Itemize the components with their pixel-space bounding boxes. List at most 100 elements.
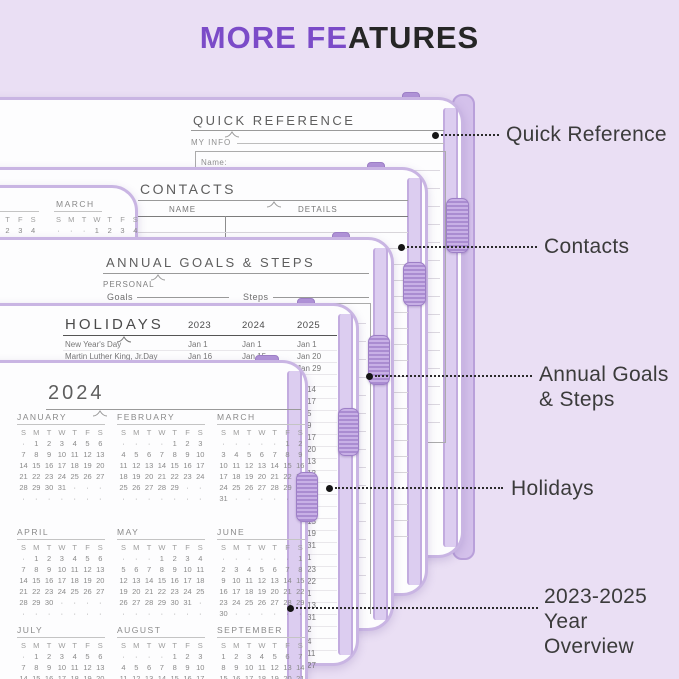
day-cell: 8 (298, 565, 303, 574)
day-cell: 4 (198, 554, 203, 563)
steps-rule (273, 297, 369, 298)
month-underline (117, 539, 205, 540)
day-header: W (258, 543, 266, 552)
day-header: S (55, 215, 61, 224)
day-cell: 13 (96, 450, 105, 459)
day-cell: 13 (257, 461, 267, 470)
day-cell: · (147, 609, 151, 618)
day-cell: 3 (59, 439, 64, 448)
year-title: 2024 (48, 382, 105, 404)
day-cell: 5 (247, 450, 252, 459)
day-cell: 27 (270, 598, 279, 607)
holidays-title: HOLIDAYS (65, 316, 164, 333)
day-cell: · (22, 439, 25, 448)
day-cell: 3 (234, 565, 239, 574)
contacts-title: CONTACTS (140, 181, 236, 197)
day-cell: 4 (234, 450, 239, 459)
day-cell: 23 (44, 472, 54, 481)
day-cell: 12 (119, 576, 128, 585)
day-cell: 19 (119, 587, 128, 596)
day-cell: 1 (34, 652, 39, 661)
day-cell: 8 (34, 450, 39, 459)
day-cell: 22 (283, 472, 292, 481)
callout-label-line: Holidays (511, 477, 594, 500)
day-cell: 22 (32, 587, 41, 596)
day-header: S (132, 215, 138, 224)
month-name: MAY (117, 527, 140, 537)
day-cell: 29 (283, 483, 292, 492)
day-header: S (20, 641, 26, 650)
day-header: W (158, 543, 166, 552)
day-cell: · (147, 652, 151, 661)
day-header: T (72, 641, 77, 650)
day-cell: 4 (121, 450, 126, 459)
day-cell: · (73, 609, 76, 618)
holiday-edge-date: 14 (307, 385, 316, 394)
day-cell: 28 (19, 483, 28, 492)
day-cell: 10 (219, 461, 228, 470)
day-cell: 29 (296, 598, 305, 607)
callout-line-contacts (407, 246, 537, 248)
day-cell: 29 (32, 483, 41, 492)
month-name: AUGUST (117, 625, 162, 635)
holiday-date: Jan 20 (297, 352, 322, 361)
day-cell: 3 (120, 226, 125, 235)
contacts-header-rule (138, 216, 408, 217)
day-cell: 23 (219, 598, 228, 607)
day-cell: · (99, 483, 102, 492)
day-cell: 29 (170, 483, 179, 492)
day-cell: 28 (157, 483, 167, 492)
day-cell: · (247, 494, 251, 503)
day-cell: 16 (44, 461, 54, 470)
day-cell: · (273, 494, 276, 503)
holiday-year-header: 2024 (242, 320, 266, 331)
holiday-date: Jan 1 (297, 340, 317, 349)
day-cell: 30 (44, 483, 54, 492)
callout-dot-holidays (326, 485, 333, 492)
day-cell: 7 (159, 450, 164, 459)
day-cell: 25 (70, 587, 79, 596)
day-cell: 4 (121, 663, 126, 672)
day-cell: 13 (96, 565, 105, 574)
day-cell: 25 (232, 483, 241, 492)
day-cell: 23 (183, 472, 192, 481)
day-cell: 1 (172, 652, 177, 661)
day-cell: · (86, 494, 89, 503)
day-cell: 13 (132, 576, 141, 585)
heading-rest: ATURES (348, 20, 480, 55)
annual-goals-title: ANNUAL GOALS & STEPS (106, 255, 316, 270)
holiday-date: Jan 16 (188, 352, 213, 361)
day-cell: · (199, 609, 202, 618)
day-cell: 9 (185, 450, 190, 459)
day-cell: 26 (257, 598, 267, 607)
day-cell: · (135, 439, 138, 448)
day-cell: 4 (72, 554, 77, 563)
holiday-edge-date: 31 (307, 613, 316, 622)
day-header: T (172, 543, 177, 552)
month-underline (217, 637, 305, 638)
day-cell: 13 (270, 576, 279, 585)
day-cell: · (122, 609, 125, 618)
day-cell: 7 (272, 450, 277, 459)
day-cell: 4 (247, 565, 252, 574)
month-underline (17, 637, 105, 638)
day-cell: · (199, 483, 202, 492)
day-header: S (30, 215, 36, 224)
day-cell: 17 (57, 674, 67, 679)
pen-loop (368, 335, 390, 385)
title-flourish (224, 125, 240, 143)
day-cell: 20 (96, 674, 105, 679)
day-cell: 27 (144, 483, 154, 492)
holiday-date: Jan 1 (242, 340, 262, 349)
day-cell: 8 (159, 565, 164, 574)
callout-dot-quick-reference (432, 132, 439, 139)
day-cell: 22 (170, 472, 179, 481)
month-name: FEBRUARY (117, 412, 176, 422)
day-header: T (272, 428, 277, 437)
day-cell: 31 (183, 598, 192, 607)
day-header: S (197, 641, 203, 650)
day-header: T (146, 428, 152, 437)
day-header: T (5, 215, 10, 224)
day-cell: 14 (144, 576, 154, 585)
title-flourish (266, 195, 282, 213)
